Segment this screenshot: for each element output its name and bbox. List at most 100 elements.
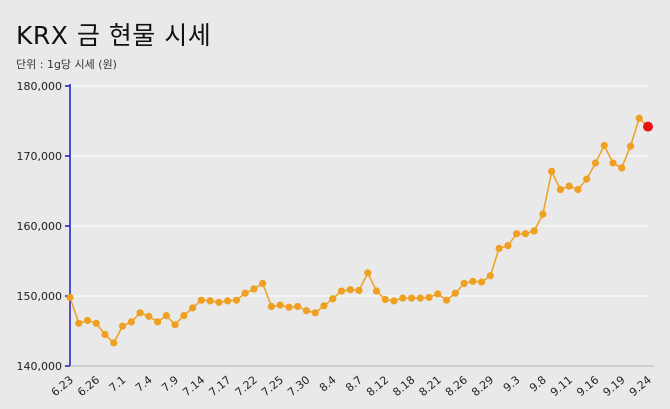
x-tick-label: 9.19 <box>601 373 628 399</box>
x-tick-label: 6.26 <box>75 373 102 399</box>
data-point <box>189 304 197 312</box>
data-point <box>539 210 547 218</box>
data-point <box>609 159 617 167</box>
data-point <box>232 296 240 304</box>
data-point <box>513 230 521 238</box>
data-point <box>145 312 153 320</box>
data-point <box>530 227 538 235</box>
x-tick-label: 6.23 <box>49 373 76 399</box>
data-point <box>495 244 503 252</box>
x-tick-label: 7.9 <box>159 373 181 394</box>
data-point <box>407 294 416 302</box>
data-point <box>206 297 214 305</box>
data-point <box>337 287 346 295</box>
data-point <box>355 286 363 294</box>
data-point <box>600 141 608 150</box>
y-tick-label: 170,000 <box>17 150 63 163</box>
x-tick-labels: 6.23 6.26 7.1 7.4 7.9 7.14 7.17 7.22 7.25 7.30 8.4… <box>49 373 654 399</box>
data-point <box>346 286 354 294</box>
axes <box>65 84 654 367</box>
data-point <box>618 164 626 172</box>
x-tick-label: 9.24 <box>627 373 654 399</box>
x-tick-label: 8.21 <box>417 373 444 399</box>
data-point <box>83 316 92 325</box>
y-tick-labels: 140,000 150,000 160,000 170,000 180,000 <box>17 80 63 373</box>
data-point <box>329 295 337 303</box>
data-point <box>276 301 284 309</box>
chart-subtitle: 단위 : 1g당 시세 (원) <box>16 58 117 71</box>
data-point <box>390 297 398 305</box>
data-point <box>565 182 573 190</box>
data-point <box>285 303 293 311</box>
data-point <box>215 298 223 306</box>
data-point <box>241 289 249 297</box>
series-line <box>69 116 649 345</box>
data-point <box>451 289 459 297</box>
data-point <box>486 272 494 280</box>
x-tick-label: 7.22 <box>233 373 260 399</box>
series-line-path <box>69 116 649 345</box>
data-point <box>556 186 565 194</box>
x-tick-label: 9.16 <box>574 373 601 399</box>
data-point <box>591 159 600 167</box>
x-tick-label: 7.25 <box>259 373 286 399</box>
data-point <box>469 277 477 285</box>
latest-data-point <box>643 121 653 132</box>
data-point <box>250 285 258 293</box>
data-point <box>127 318 135 326</box>
x-tick-label: 8.4 <box>317 373 339 394</box>
y-tick-label: 150,000 <box>17 290 63 303</box>
data-point <box>302 307 311 315</box>
data-point <box>425 293 433 301</box>
data-point <box>153 318 162 326</box>
x-tick-label: 8.29 <box>469 373 496 399</box>
data-point <box>197 296 205 304</box>
data-point <box>259 279 267 287</box>
data-point <box>442 296 451 304</box>
data-point <box>434 290 442 298</box>
data-point <box>180 312 188 320</box>
data-point <box>399 294 407 302</box>
x-tick-label: 7.17 <box>206 373 233 399</box>
data-point <box>521 230 529 238</box>
data-point <box>118 322 127 330</box>
data-point <box>381 295 389 304</box>
data-point <box>583 175 591 183</box>
x-tick-label: 9.8 <box>527 373 549 394</box>
x-tick-label: 8.18 <box>390 373 417 399</box>
x-tick-label: 8.7 <box>343 373 365 394</box>
x-tick-label: 7.4 <box>133 373 155 394</box>
x-tick-label: 8.12 <box>364 373 391 399</box>
data-point <box>364 269 372 277</box>
y-tick-label: 180,000 <box>17 80 63 93</box>
x-tick-label: 7.14 <box>180 373 207 399</box>
x-tick-label: 7.1 <box>107 373 129 394</box>
data-point <box>478 278 486 286</box>
x-tick-label: 8.26 <box>443 373 470 399</box>
data-point <box>294 302 302 311</box>
data-point <box>110 339 118 347</box>
x-tick-label: 9.3 <box>501 373 523 394</box>
data-point <box>267 302 276 311</box>
x-tick-label: 9.11 <box>548 373 575 399</box>
data-point <box>626 142 635 150</box>
data-point <box>66 293 74 301</box>
data-point <box>372 287 381 295</box>
data-point <box>92 319 100 327</box>
x-tick-label: 7.30 <box>285 373 312 399</box>
series-points <box>66 114 653 347</box>
chart-title: KRX 금 현물 시세 <box>16 21 212 50</box>
data-point <box>75 319 83 327</box>
data-point <box>162 312 170 320</box>
data-point <box>311 309 319 317</box>
data-point <box>224 297 232 305</box>
data-point <box>136 309 144 317</box>
data-point <box>574 186 582 194</box>
data-point <box>416 294 424 302</box>
data-point <box>320 302 328 310</box>
y-tick-label: 140,000 <box>17 360 63 373</box>
data-point <box>460 279 468 287</box>
data-point <box>101 330 109 339</box>
y-tick-label: 160,000 <box>17 220 63 233</box>
